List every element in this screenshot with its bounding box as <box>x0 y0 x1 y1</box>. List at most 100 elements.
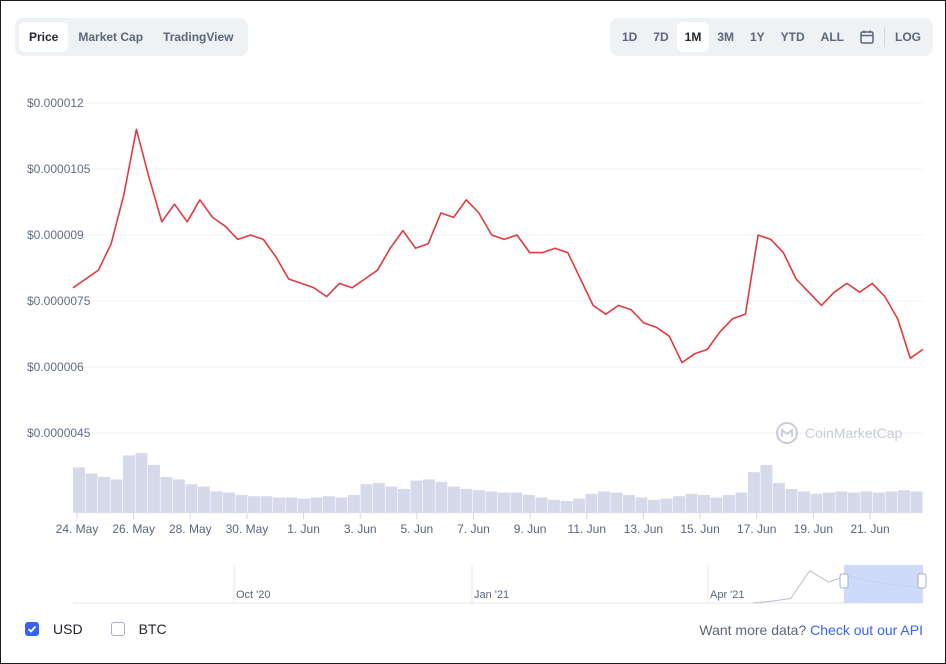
range-1d-button[interactable]: 1D <box>621 30 638 44</box>
x-tick-label: 11. Jun <box>568 522 606 536</box>
volume-bar <box>173 479 185 513</box>
volume-bar <box>348 495 360 513</box>
x-tick-label: 21. Jun <box>850 522 889 536</box>
volume-bar <box>198 486 210 513</box>
volume-bar <box>598 491 610 513</box>
y-tick-label: $0.000012 <box>27 96 84 110</box>
y-tick-label: $0.0000075 <box>27 294 91 308</box>
volume-bar <box>473 490 485 513</box>
navigator[interactable]: Oct '20 Jan '21 Apr '21 <box>73 565 927 604</box>
grid-lines <box>73 102 923 434</box>
x-tick-label: 7. Jun <box>457 522 490 536</box>
x-tick-label: 24. May <box>56 522 99 536</box>
range-7d-button[interactable]: 7D <box>653 30 669 44</box>
volume-bar <box>460 489 473 513</box>
volume-bar <box>335 497 348 513</box>
volume-bar <box>385 486 398 513</box>
y-tick-label: $0.000006 <box>27 360 84 374</box>
x-tick-label: 19. Jun <box>794 522 833 536</box>
volume-bar <box>135 453 148 513</box>
api-promo: Want more data? Check out our API <box>699 622 923 638</box>
range-3m-button[interactable]: 3M <box>717 30 734 44</box>
volume-bar <box>510 492 523 513</box>
volume-bar <box>573 498 585 513</box>
volume-bar <box>673 496 685 513</box>
volume-bar <box>648 499 660 513</box>
volume-bar <box>498 492 510 513</box>
volume-bar <box>85 473 98 513</box>
volume-bar <box>298 498 310 513</box>
volume-bars <box>73 453 923 513</box>
tab-price[interactable]: Price <box>19 22 69 52</box>
navigator-tick-label: Apr '21 <box>710 589 745 601</box>
range-all-button[interactable]: ALL <box>820 30 844 44</box>
currency-toggles: USD BTC <box>25 621 195 637</box>
usd-checkbox[interactable]: USD <box>25 621 83 637</box>
volume-bar <box>523 495 535 513</box>
x-tick-label: 28. May <box>169 522 212 536</box>
volume-bar <box>635 497 648 513</box>
y-axis-ticks: $0.0000045 $0.000006 $0.0000075 $0.000009 $0… <box>27 96 91 440</box>
volume-bar <box>235 495 248 513</box>
volume-bar <box>723 495 735 513</box>
range-separator <box>884 27 885 47</box>
chart-type-tabs: Price Market Cap TradingView <box>15 18 248 56</box>
y-tick-label: $0.0000045 <box>27 426 91 440</box>
volume-bar <box>273 497 285 513</box>
range-1y-button[interactable]: 1Y <box>749 30 765 44</box>
volume-bar <box>323 496 335 513</box>
x-tick-label: 9. Jun <box>514 522 547 536</box>
calendar-icon[interactable] <box>852 22 882 52</box>
volume-bar <box>123 455 135 513</box>
volume-bar <box>735 492 748 513</box>
volume-bar <box>360 484 373 513</box>
y-tick-label: $0.0000105 <box>27 162 91 176</box>
volume-bar <box>835 491 848 513</box>
volume-bar <box>410 480 423 513</box>
api-promo-text: Want more data? <box>699 622 807 638</box>
range-ytd-button[interactable]: YTD <box>780 30 805 44</box>
x-axis-ticks: 24. May 26. May 28. May 30. May 1. Jun 3. Jun… <box>56 513 890 536</box>
volume-bar <box>423 479 435 513</box>
volume-bar <box>548 499 560 513</box>
volume-bar <box>823 492 835 513</box>
time-range-selector: 1D 7D 1M 3M 1Y YTD ALL LOG <box>609 18 933 56</box>
navigator-tick-label: Jan '21 <box>474 589 509 601</box>
volume-bar <box>435 481 448 513</box>
coinmarketcap-logo-icon <box>776 422 798 444</box>
volume-bar <box>898 490 910 513</box>
log-scale-button[interactable]: LOG <box>895 30 921 44</box>
range-1m-button[interactable]: 1M <box>676 22 710 52</box>
x-tick-label: 15. Jun <box>680 522 719 536</box>
volume-bar <box>210 491 223 513</box>
volume-bar <box>373 483 385 513</box>
volume-bar <box>260 496 273 513</box>
navigator-window <box>844 565 923 603</box>
volume-bar <box>73 467 85 513</box>
volume-bar <box>660 498 673 513</box>
tab-tradingview[interactable]: TradingView <box>163 30 234 44</box>
volume-bar <box>448 486 460 513</box>
volume-bar <box>760 465 773 513</box>
volume-bar <box>810 493 823 513</box>
btc-checkbox[interactable]: BTC <box>110 621 167 637</box>
x-tick-label: 17. Jun <box>737 522 776 536</box>
volume-bar <box>848 492 860 513</box>
checkbox-checked-icon <box>25 622 39 636</box>
api-link[interactable]: Check out our API <box>810 622 923 638</box>
volume-bar <box>285 497 298 513</box>
checkbox-unchecked-icon <box>110 622 125 636</box>
usd-label: USD <box>53 621 83 637</box>
x-tick-label: 26. May <box>112 522 155 536</box>
coinmarketcap-logo-mark <box>781 428 793 437</box>
volume-bar <box>148 465 160 513</box>
tab-market-cap[interactable]: Market Cap <box>78 30 144 44</box>
volume-bar <box>398 489 410 513</box>
navigator-tick-label: Oct '20 <box>236 589 271 601</box>
x-tick-label: 3. Jun <box>344 522 377 536</box>
volume-bar <box>773 483 785 513</box>
volume-bar <box>485 491 498 513</box>
volume-bar <box>685 493 698 513</box>
volume-bar <box>785 489 798 513</box>
